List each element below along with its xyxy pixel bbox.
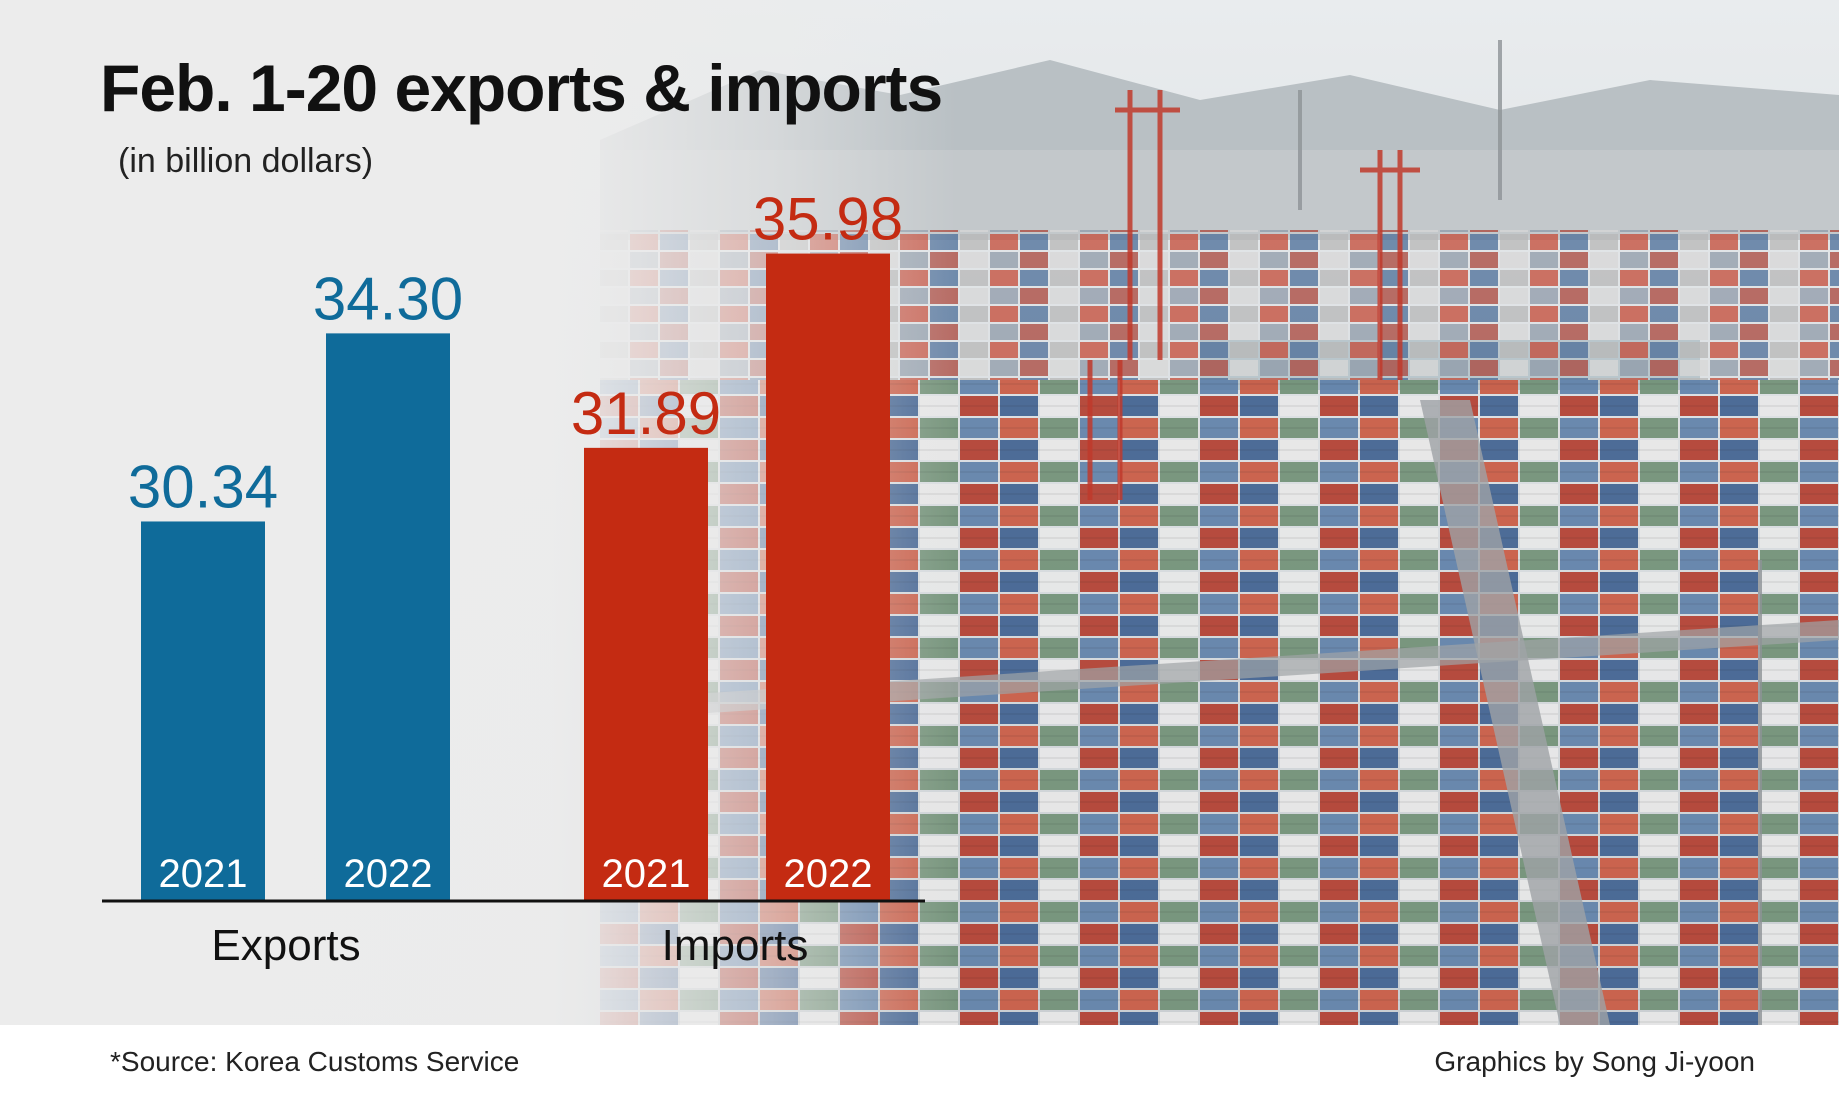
graphics-credit: Graphics by Song Ji-yoon xyxy=(1434,1046,1755,1077)
bars-layer: 30.34 2021 34.30 2022 31.89 2021 35.98 2022 xyxy=(128,186,903,901)
bar-chart: 30.34 2021 34.30 2022 31.89 2021 35.98 2022 Exp… xyxy=(102,186,925,970)
group-label-exports: Exports xyxy=(211,921,360,970)
value-label-exports-2022: 34.30 xyxy=(313,265,463,332)
bar-exports-2022 xyxy=(326,333,450,901)
source-note: *Source: Korea Customs Service xyxy=(110,1046,520,1077)
value-label-imports-2021: 31.89 xyxy=(571,380,721,447)
bar-imports-2022 xyxy=(766,253,890,901)
year-label-imports-2021: 2021 xyxy=(602,852,691,896)
group-label-imports: Imports xyxy=(662,921,809,970)
bar-imports-2021 xyxy=(584,447,708,901)
value-label-exports-2021: 30.34 xyxy=(128,453,278,520)
group-labels-layer: Exports Imports xyxy=(211,921,808,970)
year-label-imports-2022: 2022 xyxy=(784,852,873,896)
year-label-exports-2021: 2021 xyxy=(159,852,248,896)
chart-title: Feb. 1-20 exports & imports xyxy=(100,51,943,125)
value-label-imports-2022: 35.98 xyxy=(753,186,903,253)
footer-band xyxy=(0,1025,1839,1102)
chart-subtitle: (in billion dollars) xyxy=(118,142,374,180)
year-label-exports-2022: 2022 xyxy=(344,852,433,896)
bar-exports-2021 xyxy=(141,521,265,901)
